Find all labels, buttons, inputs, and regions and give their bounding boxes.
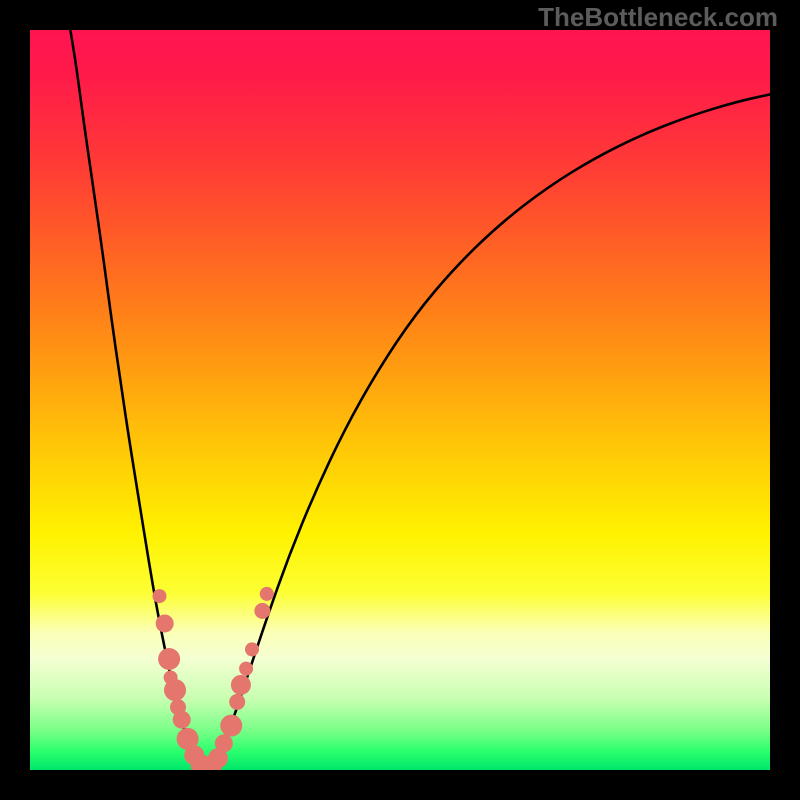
- data-dot: [156, 614, 174, 632]
- data-dot: [231, 675, 251, 695]
- data-dot: [158, 648, 180, 670]
- data-dot: [239, 662, 253, 676]
- watermark-text: TheBottleneck.com: [538, 2, 778, 33]
- data-dot: [215, 734, 233, 752]
- data-dot: [260, 587, 274, 601]
- data-dot: [220, 715, 242, 737]
- curves-layer: [30, 30, 770, 770]
- plot-area: [30, 30, 770, 770]
- chart-frame: TheBottleneck.com: [0, 0, 800, 800]
- data-dot: [229, 694, 245, 710]
- data-dot: [254, 603, 270, 619]
- bottleneck-curve: [206, 94, 770, 770]
- data-dot: [173, 711, 191, 729]
- bottleneck-curve: [68, 30, 206, 770]
- data-dot: [153, 589, 167, 603]
- data-dot: [164, 679, 186, 701]
- data-dot: [245, 642, 259, 656]
